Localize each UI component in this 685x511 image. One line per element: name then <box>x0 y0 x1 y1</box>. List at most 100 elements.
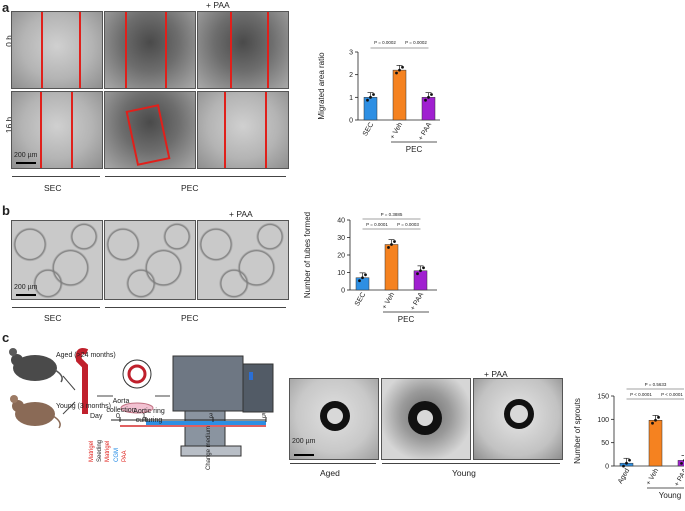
data-point <box>390 243 393 246</box>
y-tick-label: 0 <box>605 464 609 471</box>
data-point <box>625 461 628 465</box>
data-point <box>430 93 433 96</box>
category-label: Aged <box>617 467 631 485</box>
aortic-ring-lumen <box>327 408 343 424</box>
micrograph-ring-young-veh <box>381 378 471 460</box>
p-value-label: P = 0.5633 <box>645 382 667 387</box>
data-point <box>395 71 398 75</box>
timeline-day-1: 1 <box>142 413 146 420</box>
wound-edge-line <box>165 12 167 88</box>
data-point <box>366 98 369 102</box>
group-bracket-young <box>382 463 560 464</box>
category-label: SEC <box>362 122 375 138</box>
aortic-ring-lumen <box>417 410 433 426</box>
scale-label-b: 200 µm <box>14 284 38 291</box>
aged-mouse-icon <box>9 348 63 383</box>
p-value-label: P = 0.0001 <box>366 222 388 227</box>
group-label-pec-b: PEC <box>181 313 199 323</box>
data-point <box>654 418 657 422</box>
category-label: + PAA <box>417 121 433 142</box>
group-bracket-pec <box>105 176 286 177</box>
group-bracket-sec <box>12 176 100 177</box>
wound-edge-line <box>41 12 43 88</box>
micrograph-ring-aged <box>289 378 379 460</box>
category-label: SEC <box>354 292 367 308</box>
scale-bar <box>16 162 36 164</box>
group-label-young: Young <box>452 468 476 478</box>
bar <box>355 277 370 291</box>
group-bracket-sec <box>12 307 100 308</box>
wound-edge-line <box>71 92 73 168</box>
aorta-icon <box>75 348 89 414</box>
wound-edge-line <box>125 12 127 88</box>
category-label: + Veh <box>645 467 660 486</box>
category-label: + PAA <box>409 291 425 312</box>
chart-migrated-area: 0 1 2 3 Migrated area ratio SEC + Veh + PAA PEC P… <box>317 40 440 154</box>
p-value-label: P < 0.0001 <box>661 392 683 397</box>
timeline-event-label: Change medium <box>206 425 212 470</box>
y-axis-label: Number of tubes formed <box>303 212 312 298</box>
data-point <box>358 279 361 283</box>
timeline-paa-bar <box>120 425 266 427</box>
bar <box>363 97 378 121</box>
timeline-event-label: Matrigel <box>105 440 111 462</box>
micrograph-tube-paa <box>197 220 289 300</box>
group-bracket-aged <box>290 463 376 464</box>
category-label: + Veh <box>389 121 404 140</box>
step-label-aorta-collection: Aorta collection <box>106 398 136 414</box>
scale-label-c: 200 µm <box>292 438 316 445</box>
p-value-label: P = 0.3885 <box>381 212 403 217</box>
group-label: PEC <box>398 315 415 324</box>
group-label-sec-a: SEC <box>44 183 62 193</box>
wound-edge-line <box>230 12 232 88</box>
wound-edge-line <box>40 92 42 168</box>
data-point <box>419 269 422 273</box>
p-value-label: P = 0.0002 <box>405 40 427 45</box>
y-tick-label: 10 <box>337 270 345 277</box>
step-label-ring-culturing: Aortic ring culturing <box>133 408 165 424</box>
microscope-icon <box>172 355 274 457</box>
panel-letter-c: c <box>2 330 10 345</box>
category-label: + PAA <box>673 467 684 488</box>
treatment-label-a: + PAA <box>206 0 230 10</box>
y-tick-label: 2 <box>349 72 353 79</box>
y-tick-label: 1 <box>349 95 353 102</box>
timeline-day-3: 3 <box>209 413 213 420</box>
data-point <box>369 95 372 99</box>
y-tick-label: 20 <box>337 253 345 260</box>
wound-edge-line <box>79 12 81 88</box>
timeline-event-label: PAA <box>122 450 128 462</box>
micrograph-tube-pec <box>104 220 196 300</box>
data-point <box>416 272 419 276</box>
y-tick-label: 30 <box>337 235 345 242</box>
treatment-label-c: + PAA <box>484 369 508 379</box>
data-point <box>424 98 427 102</box>
group-bracket-pec <box>105 307 286 308</box>
data-point <box>401 65 404 69</box>
bar <box>392 69 407 121</box>
mouse-label-aged: Aged (>24 months) <box>56 352 116 359</box>
aortic-ring-schematic <box>9 348 274 457</box>
data-point <box>361 276 364 280</box>
aortic-ring-lumen <box>510 405 528 423</box>
data-point <box>683 459 684 462</box>
data-point <box>651 421 654 425</box>
micrograph-paa-16h <box>197 91 289 169</box>
group-label-sec-b: SEC <box>44 313 62 323</box>
timeline-event-label: Matrigel <box>89 440 95 462</box>
data-point <box>422 266 425 270</box>
timeline-event-label: CGM <box>114 448 120 462</box>
arrow-icon <box>62 375 76 391</box>
micrograph-sec-16h <box>11 91 103 169</box>
p-value-label: P < 0.0001 <box>630 392 652 397</box>
group-label: PEC <box>406 145 423 154</box>
bar <box>421 97 436 121</box>
bar <box>413 270 428 291</box>
y-tick-label: 3 <box>349 50 353 57</box>
y-axis-label: Migrated area ratio <box>317 52 326 120</box>
micrograph-tube-sec <box>11 220 103 300</box>
data-point <box>657 415 660 419</box>
migration-region-box <box>125 104 171 166</box>
bar <box>648 420 663 467</box>
p-value-label: P = 0.0002 <box>374 40 396 45</box>
